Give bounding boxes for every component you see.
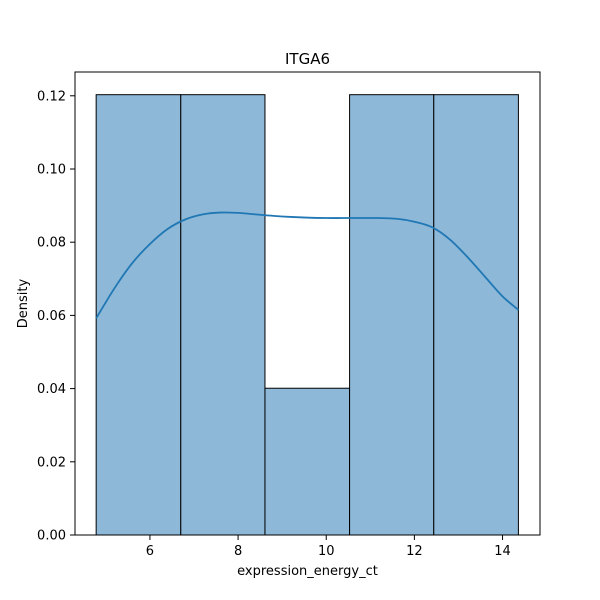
x-tick-label: 10 xyxy=(318,544,335,559)
kde-line xyxy=(95,211,519,319)
x-tick-label: 6 xyxy=(146,544,154,559)
chart-title: ITGA6 xyxy=(285,50,330,68)
x-tick-label: 12 xyxy=(406,544,423,559)
x-tick-label: 14 xyxy=(494,544,511,559)
x-axis-label: expression_energy_ct xyxy=(237,564,378,579)
histogram-bar-1 xyxy=(95,94,182,536)
y-tick-label: 0.02 xyxy=(37,455,66,470)
y-axis: 0.00 0.02 0.04 0.06 0.08 0.10 0.12 xyxy=(37,89,75,544)
histogram-bar-4 xyxy=(349,94,435,536)
plot-frame xyxy=(74,71,541,536)
x-axis: 6 8 10 12 14 xyxy=(146,535,511,559)
bars-layer xyxy=(95,94,519,536)
histogram-bar-2 xyxy=(180,94,266,536)
x-tick-label: 8 xyxy=(234,544,242,559)
y-tick-label: 0.00 xyxy=(37,529,66,544)
histogram-bar-3 xyxy=(264,387,351,536)
y-axis-label: Density xyxy=(16,278,31,328)
y-tick-label: 0.10 xyxy=(37,162,66,177)
y-tick-label: 0.06 xyxy=(37,309,66,324)
y-tick-label: 0.08 xyxy=(37,236,66,251)
y-tick-label: 0.04 xyxy=(37,382,66,397)
y-tick-label: 0.12 xyxy=(37,89,66,104)
histogram-bar-5 xyxy=(433,94,519,536)
